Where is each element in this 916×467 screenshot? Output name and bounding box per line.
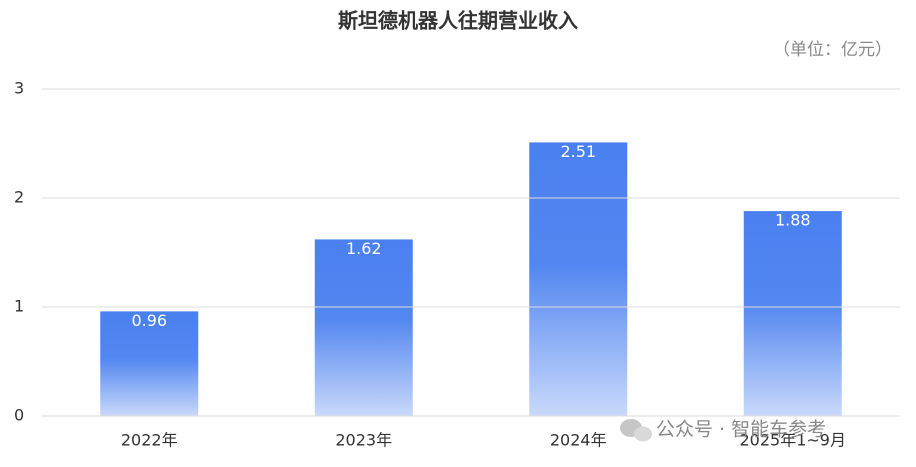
bar — [529, 142, 628, 416]
y-tick-label: 1 — [14, 297, 24, 316]
watermark-icon — [620, 419, 652, 442]
value-label: 1.88 — [775, 211, 811, 230]
chart-title: 斯坦德机器人往期营业收入 — [338, 9, 578, 33]
x-tick-label: 2022年 — [121, 431, 178, 450]
y-tick-label: 2 — [14, 188, 24, 207]
bar — [314, 239, 413, 416]
y-tick-label: 0 — [14, 406, 24, 425]
y-tick-label: 3 — [14, 79, 24, 98]
value-label: 2.51 — [560, 142, 596, 161]
bar — [743, 211, 842, 416]
watermark: 公众号 · 智能车参考 — [656, 419, 826, 441]
unit-label: （单位：亿元） — [773, 40, 892, 60]
bar — [100, 311, 199, 416]
value-label: 0.96 — [131, 311, 167, 330]
value-label: 1.62 — [346, 239, 382, 258]
x-tick-label: 2023年 — [335, 431, 392, 450]
x-tick-label: 2024年 — [550, 431, 607, 450]
x-tick-label: 2025年1~9月 — [740, 431, 847, 450]
